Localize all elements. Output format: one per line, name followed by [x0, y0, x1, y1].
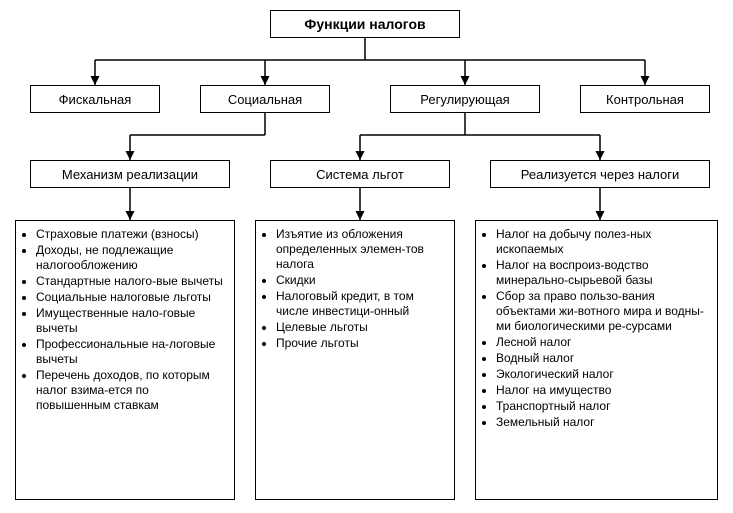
category-label: Фискальная	[59, 92, 132, 107]
list-taxes-ul: Налог на добычу полез-ных ископаемыхНало…	[482, 227, 709, 430]
taxes-item: Налог на воспроиз-водство минерально-сыр…	[496, 258, 709, 288]
subheader-benefits: Система льгот	[270, 160, 450, 188]
category-control: Контрольная	[580, 85, 710, 113]
mechanism-item: Имущественные нало-говые вычеты	[36, 306, 226, 336]
category-label: Регулирующая	[420, 92, 509, 107]
category-social: Социальная	[200, 85, 330, 113]
benefits-item: Скидки	[276, 273, 446, 288]
title-box: Функции налогов	[270, 10, 460, 38]
subheader-mechanism: Механизм реализации	[30, 160, 230, 188]
list-benefits-ul: Изъятие из обложения определенных элемен…	[262, 227, 446, 351]
mechanism-item: Социальные налоговые льготы	[36, 290, 226, 305]
taxes-item: Сбор за право пользо-вания объектами жи-…	[496, 289, 709, 334]
list-mechanism-ul: Страховые платежи (взносы)Доходы, не под…	[22, 227, 226, 413]
title-text: Функции налогов	[304, 16, 425, 32]
list-taxes: Налог на добычу полез-ных ископаемыхНало…	[475, 220, 718, 500]
mechanism-item: Профессиональные на-логовые вычеты	[36, 337, 226, 367]
benefits-item: Налоговый кредит, в том числе инвестици-…	[276, 289, 446, 319]
taxes-item: Налог на имущество	[496, 383, 709, 398]
category-label: Социальная	[228, 92, 302, 107]
category-regulating: Регулирующая	[390, 85, 540, 113]
mechanism-item: Перечень доходов, по которым налог взима…	[36, 368, 226, 413]
benefits-item: Целевые льготы	[276, 320, 446, 335]
subheader-label: Механизм реализации	[62, 167, 198, 182]
category-fiscal: Фискальная	[30, 85, 160, 113]
taxes-item: Лесной налог	[496, 335, 709, 350]
taxes-item: Водный налог	[496, 351, 709, 366]
mechanism-item: Страховые платежи (взносы)	[36, 227, 226, 242]
list-mechanism: Страховые платежи (взносы)Доходы, не под…	[15, 220, 235, 500]
taxes-item: Транспортный налог	[496, 399, 709, 414]
taxes-item: Налог на добычу полез-ных ископаемых	[496, 227, 709, 257]
category-label: Контрольная	[606, 92, 684, 107]
benefits-item: Прочие льготы	[276, 336, 446, 351]
subheader-label: Система льгот	[316, 167, 404, 182]
list-benefits: Изъятие из обложения определенных элемен…	[255, 220, 455, 500]
subheader-taxes: Реализуется через налоги	[490, 160, 710, 188]
subheader-label: Реализуется через налоги	[521, 167, 679, 182]
taxes-item: Экологический налог	[496, 367, 709, 382]
mechanism-item: Доходы, не подлежащие налогообложению	[36, 243, 226, 273]
taxes-item: Земельный налог	[496, 415, 709, 430]
benefits-item: Изъятие из обложения определенных элемен…	[276, 227, 446, 272]
mechanism-item: Стандартные налого-вые вычеты	[36, 274, 226, 289]
